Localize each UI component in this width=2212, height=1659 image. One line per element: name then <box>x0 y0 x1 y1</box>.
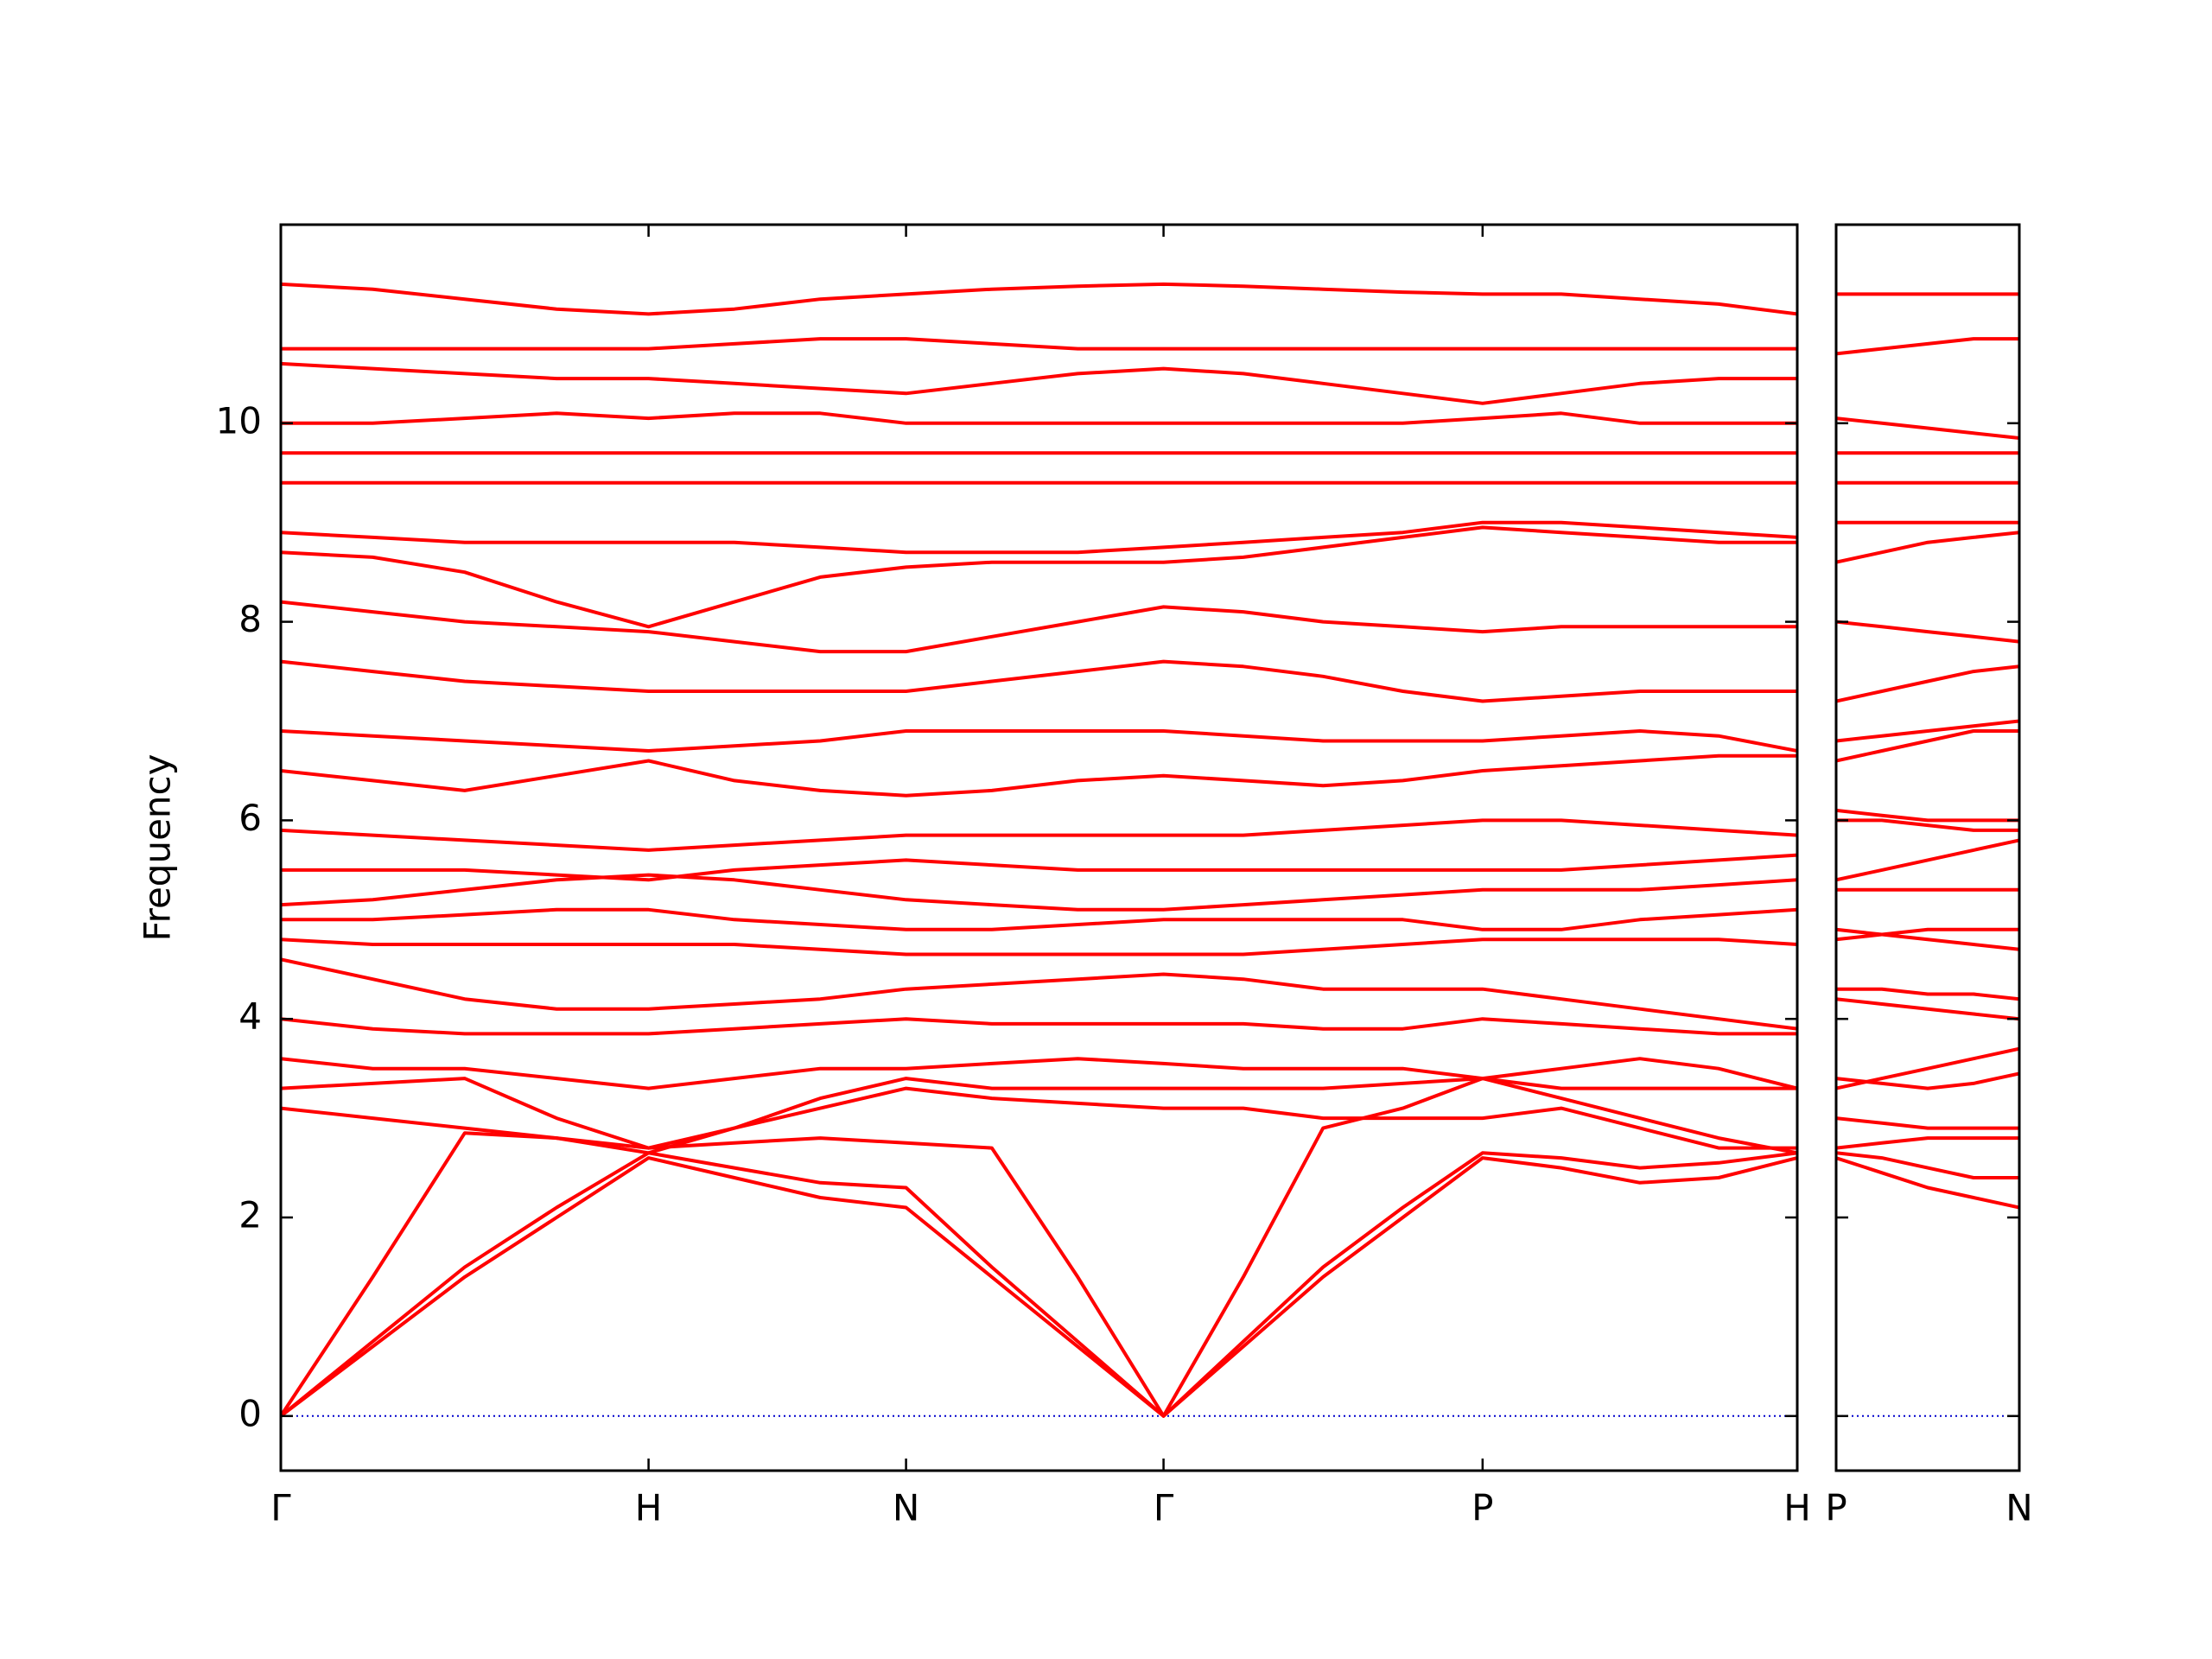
band-line <box>1836 927 2019 951</box>
plot-area <box>281 282 1797 1418</box>
band-line <box>1836 337 2019 356</box>
y-tick-label: 2 <box>238 1194 262 1236</box>
band-line <box>281 659 1797 703</box>
band-line <box>281 873 1797 912</box>
band-line <box>281 957 1797 1031</box>
plot-frame <box>1834 223 2021 1472</box>
band-line <box>1836 664 2019 703</box>
band-line <box>281 1017 1797 1036</box>
band-line <box>1836 997 2019 1021</box>
band-line <box>1836 987 2019 1001</box>
band-line <box>281 1057 1797 1090</box>
band-line <box>281 818 1797 852</box>
x-tick-label: Γ <box>270 1487 291 1529</box>
plot-area <box>1836 292 2019 1417</box>
band-line <box>281 361 1797 405</box>
band-line <box>281 1057 1797 1150</box>
y-tick-label: 8 <box>238 598 262 640</box>
band-line <box>1836 1136 2019 1150</box>
x-tick-label: H <box>635 1487 663 1529</box>
band-line <box>1836 818 2019 832</box>
band-line <box>1836 531 2019 564</box>
band-line <box>281 600 1797 654</box>
x-tick-label: H <box>1783 1487 1811 1529</box>
x-tick-label: P <box>1471 1487 1493 1529</box>
band-line <box>1836 1151 2019 1179</box>
band-line <box>281 1156 1797 1418</box>
band-line <box>1836 838 2019 882</box>
band-line <box>281 1151 1797 1418</box>
band-line <box>281 520 1797 555</box>
band-line <box>1836 719 2019 743</box>
band-line <box>281 753 1797 798</box>
band-line <box>281 938 1797 957</box>
y-tick-label: 10 <box>216 399 262 442</box>
plot-frame <box>279 223 1799 1472</box>
band-line <box>1836 1116 2019 1130</box>
band-line <box>281 282 1797 316</box>
band-line <box>1836 416 2019 440</box>
band-line <box>281 729 1797 753</box>
band-line <box>1836 927 2019 942</box>
band-line <box>281 1086 1797 1155</box>
band-line <box>281 337 1797 351</box>
band-line <box>1836 1156 2019 1210</box>
y-axis-label: Frequency <box>137 754 179 942</box>
x-tick-label: Γ <box>1154 1487 1174 1529</box>
band-line <box>281 525 1797 629</box>
y-tick-label: 6 <box>238 797 262 839</box>
band-line <box>1836 808 2019 823</box>
band-line <box>1836 729 2019 763</box>
x-tick-label: N <box>2005 1487 2032 1529</box>
band-line <box>1836 1046 2019 1090</box>
band-line <box>281 411 1797 425</box>
x-tick-label: N <box>893 1487 919 1529</box>
y-tick-label: 0 <box>238 1392 262 1434</box>
x-tick-label: P <box>1825 1487 1847 1529</box>
band-line <box>281 907 1797 931</box>
y-tick-label: 4 <box>238 995 262 1038</box>
band-line <box>1836 620 2019 644</box>
band-line <box>281 853 1797 882</box>
